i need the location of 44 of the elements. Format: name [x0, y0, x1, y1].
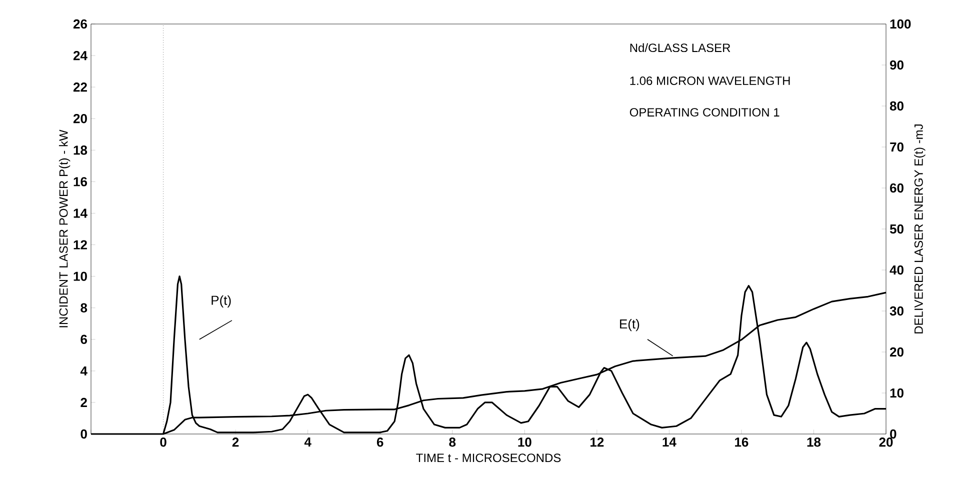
x-axis-title: TIME t - MICROSECONDS [416, 454, 561, 462]
x-tick-label: 20 [879, 438, 893, 447]
y2-tick-label: 10 [890, 388, 904, 398]
annotation: OPERATING CONDITION 1 [630, 108, 780, 117]
y-tick-label: 18 [74, 146, 88, 155]
y2-tick-label: 40 [890, 265, 904, 275]
x-tick-label: 10 [518, 438, 532, 447]
x-tick-label: 8 [449, 438, 456, 447]
y-tick-label: 12 [74, 240, 87, 250]
y-tick-label: 16 [74, 177, 87, 186]
y2-axis-title: DELIVERED LASER ENERGY E(t) -mJ [914, 124, 926, 334]
y-tick-label: 6 [80, 334, 87, 344]
y-tick-label: 4 [80, 366, 88, 376]
y-tick-label: 14 [74, 208, 88, 218]
y-axis-title: INCIDENT LASER POWER P(t) - kW [58, 130, 70, 328]
x-tick-label: 2 [232, 438, 239, 447]
y2-tick-label: 80 [890, 101, 904, 111]
y-tick-label: 2 [80, 398, 87, 407]
x-tick-label: 12 [590, 438, 604, 447]
y2-tick-label: 20 [890, 347, 904, 357]
y-tick-label: 8 [80, 303, 88, 312]
x-tick-label: 16 [735, 438, 748, 447]
x-tick-label: 14 [662, 438, 676, 446]
annotation: 1.06 MICRON WAVELENGTH [630, 76, 790, 86]
x-tick-label: 4 [304, 438, 312, 446]
y2-tick-label: 100 [890, 19, 911, 29]
text: E(t) [620, 319, 640, 332]
y-tick-label: 22 [73, 82, 87, 92]
y2-tick-label: 70 [890, 142, 904, 152]
y2-tick-label: 90 [890, 60, 904, 70]
y2-tick-label: 30 [890, 306, 904, 316]
y-tick-label: 26 [73, 19, 87, 29]
y-tick-label: 0 [80, 429, 87, 439]
y-tick-label: 20 [73, 114, 87, 124]
y2-tick-label: 60 [890, 183, 904, 193]
x-tick-label: 18 [807, 438, 821, 447]
y-tick-label: 24 [73, 50, 88, 60]
annotation: Nd/GLASS LASER [630, 43, 730, 52]
y2-tick-label: 0 [890, 429, 896, 439]
x-tick-label: 0 [160, 438, 166, 447]
text: P(t) [212, 295, 231, 308]
y-tick-label: 10 [74, 272, 87, 281]
y2-tick-label: 50 [890, 224, 904, 234]
x-tick-label: 6 [376, 438, 384, 447]
